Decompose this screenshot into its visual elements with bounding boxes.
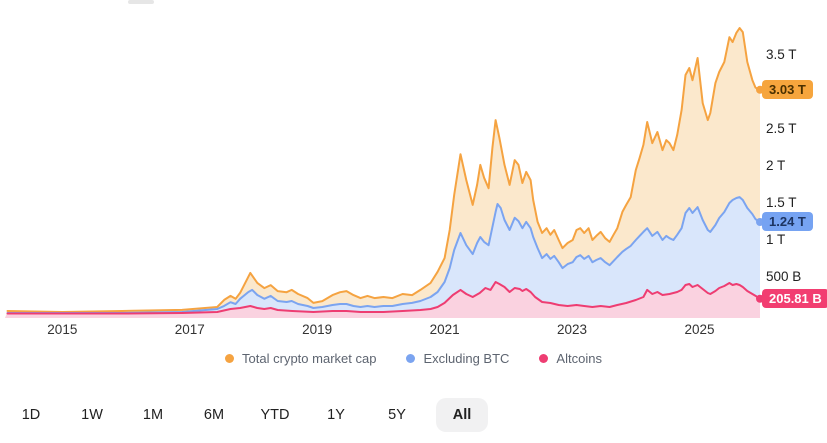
legend-item-label: Total crypto market cap (242, 351, 377, 366)
y-tick-label: 2 T (766, 158, 786, 173)
series-line-2 (6, 281, 761, 315)
x-tick-label: 2017 (174, 322, 205, 337)
legend-dot-icon (225, 354, 235, 363)
timeframe-button-6m[interactable]: 6M (192, 398, 236, 432)
legend-item-2[interactable]: Altcoins (539, 351, 602, 366)
timeframe-button-1w[interactable]: 1W (70, 398, 114, 432)
area-fill-0 (5, 28, 760, 318)
y-tick-label: 1 T (766, 232, 786, 247)
timeframe-button-1y[interactable]: 1Y (314, 398, 358, 432)
x-tick-label: 2025 (684, 322, 715, 337)
timeframe-selector: 1D 1W 1M 6M YTD 1Y 5Y All (9, 398, 488, 432)
timeframe-button-ytd[interactable]: YTD (253, 398, 297, 432)
current-value-badge-0: 3.03 T (762, 79, 813, 99)
y-tick-label: 3.5 T (766, 47, 797, 62)
chart-area[interactable]: 500 B 1 T 1.5 T 2 T 2.5 T 3.5 T 3.03 T 1.24 T 2… (0, 0, 827, 348)
x-tick-label: 2019 (302, 322, 333, 337)
timeframe-button-1m[interactable]: 1M (131, 398, 175, 432)
legend-item-label: Excluding BTC (423, 351, 510, 366)
legend-dot-icon (406, 354, 416, 363)
cropped-title-fragment (128, 0, 154, 4)
area-chart-canvas[interactable] (0, 0, 827, 348)
legend-item-label: Altcoins (556, 351, 602, 366)
x-tick-label: 2015 (47, 322, 78, 337)
legend-item-0[interactable]: Total crypto market cap (225, 351, 376, 366)
area-fill-1 (5, 197, 760, 318)
y-tick-label: 500 B (766, 269, 802, 284)
timeframe-button-all[interactable]: All (436, 398, 488, 432)
x-tick-label: 2023 (557, 322, 588, 337)
legend-dot-icon (539, 354, 549, 363)
legend-item-1[interactable]: Excluding BTC (406, 351, 509, 366)
current-value-badge-2: 205.81 B (762, 288, 827, 308)
y-tick-label: 2.5 T (766, 121, 797, 136)
y-tick-label: 1.5 T (766, 195, 797, 210)
current-value-badge-1: 1.24 T (762, 212, 813, 232)
x-tick-label: 2021 (429, 322, 460, 337)
area-fill-2 (5, 282, 760, 318)
series-line-0 (6, 27, 761, 313)
timeframe-button-1d[interactable]: 1D (9, 398, 53, 432)
series-line-1 (6, 196, 761, 314)
chart-legend: Total crypto market cap Excluding BTC Altc… (0, 351, 827, 366)
timeframe-button-5y[interactable]: 5Y (375, 398, 419, 432)
